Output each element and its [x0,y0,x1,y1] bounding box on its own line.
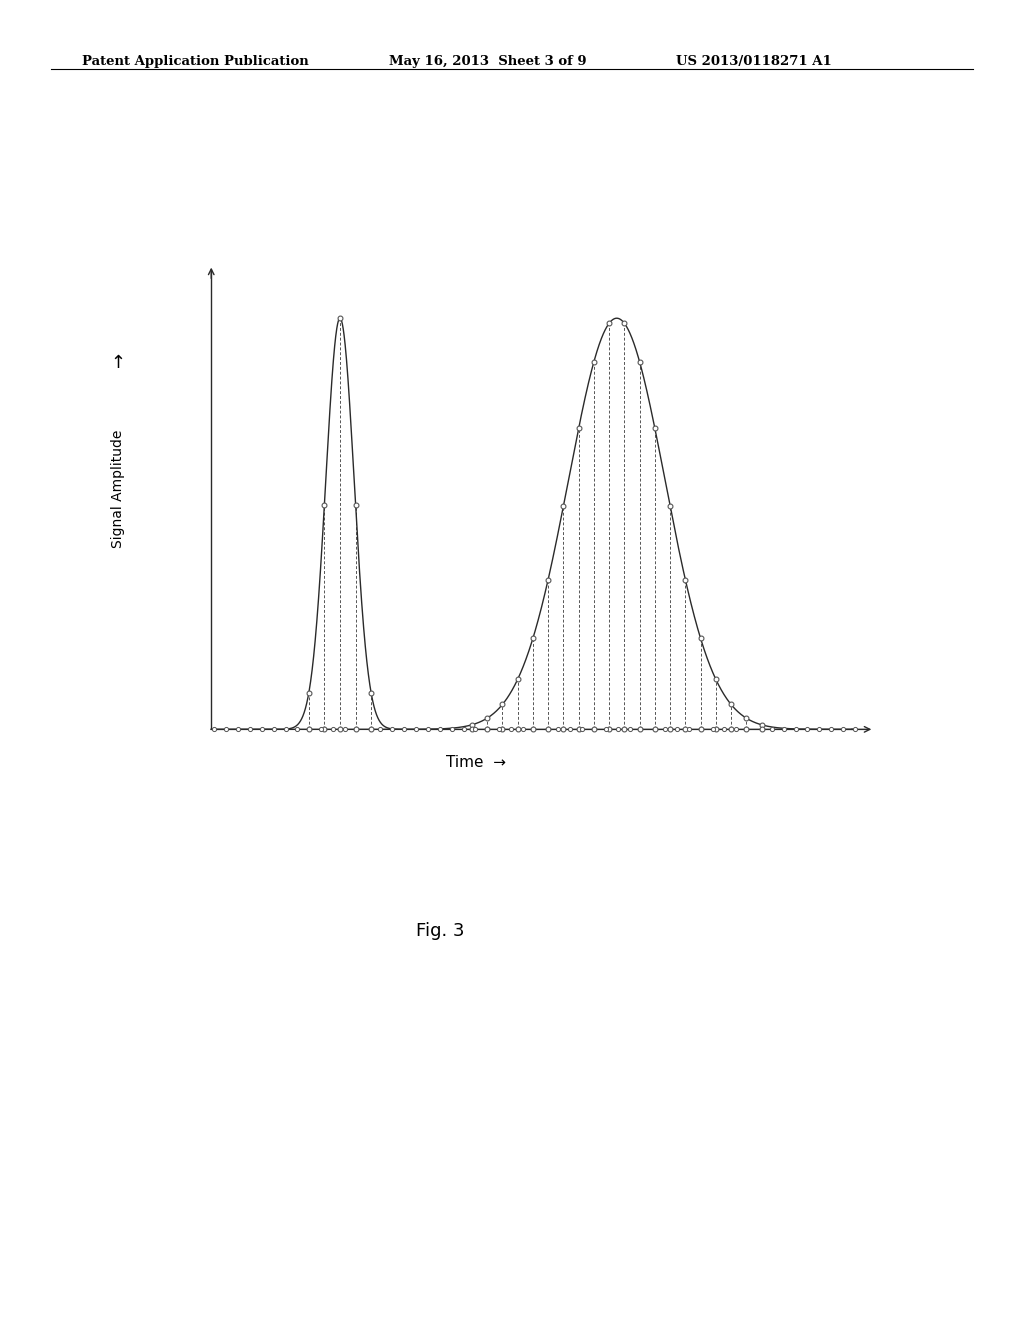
Text: Patent Application Publication: Patent Application Publication [82,55,308,69]
Text: US 2013/0118271 A1: US 2013/0118271 A1 [676,55,831,69]
Text: Signal Amplitude: Signal Amplitude [111,429,125,548]
Text: ↑: ↑ [111,354,125,372]
Text: Time  →: Time → [446,755,506,770]
Text: Fig. 3: Fig. 3 [416,921,465,940]
Text: May 16, 2013  Sheet 3 of 9: May 16, 2013 Sheet 3 of 9 [389,55,587,69]
